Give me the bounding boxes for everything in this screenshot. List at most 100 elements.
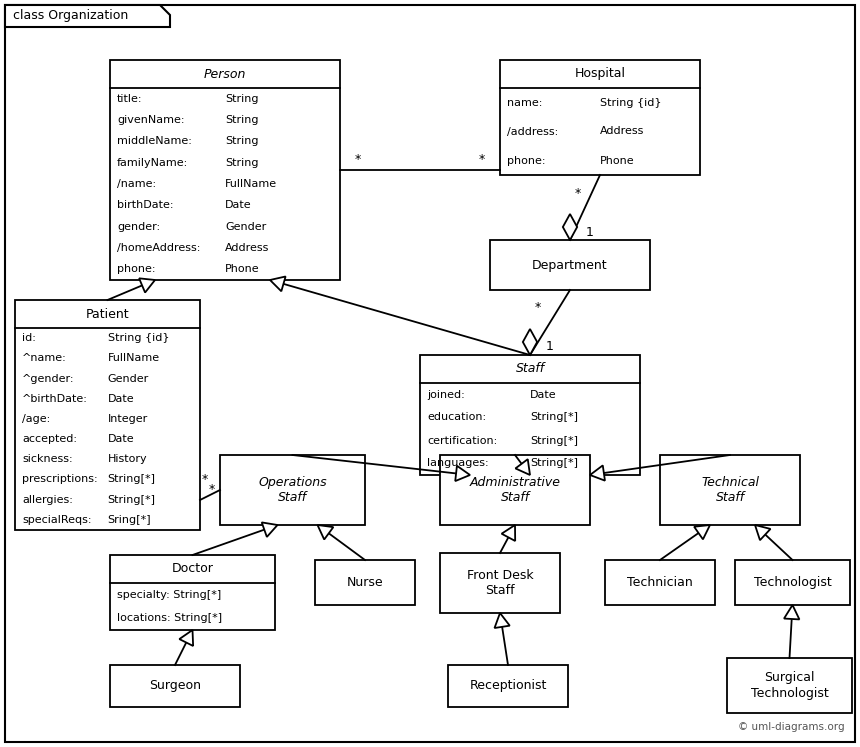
Text: gender:: gender:	[117, 222, 160, 232]
Text: Gender: Gender	[225, 222, 267, 232]
Polygon shape	[784, 605, 800, 619]
Text: String: String	[225, 115, 259, 125]
Text: Front Desk
Staff: Front Desk Staff	[467, 569, 533, 597]
Text: String[*]: String[*]	[530, 459, 578, 468]
Bar	[660, 455, 800, 525]
Polygon shape	[317, 525, 334, 539]
Polygon shape	[590, 465, 605, 480]
Text: Hospital: Hospital	[574, 67, 625, 81]
Text: id:: id:	[22, 333, 36, 343]
Text: *: *	[479, 153, 485, 167]
Text: languages:: languages:	[427, 459, 488, 468]
Text: /name:: /name:	[117, 179, 157, 189]
Bar	[220, 455, 365, 525]
Polygon shape	[755, 525, 771, 540]
Polygon shape	[270, 276, 286, 291]
Text: *: *	[535, 302, 541, 314]
Text: © uml-diagrams.org: © uml-diagrams.org	[739, 722, 845, 732]
Text: allergies:: allergies:	[22, 495, 73, 505]
Bar	[440, 553, 560, 613]
Bar	[490, 240, 650, 290]
Bar	[110, 555, 275, 630]
Text: Technician: Technician	[627, 576, 693, 589]
Text: locations: String[*]: locations: String[*]	[117, 613, 222, 623]
Text: Surgeon: Surgeon	[149, 680, 201, 692]
Text: *: *	[202, 474, 208, 486]
Text: Address: Address	[225, 243, 269, 253]
Text: String {id}: String {id}	[600, 98, 661, 108]
Polygon shape	[139, 279, 155, 293]
Text: String[*]: String[*]	[108, 495, 156, 505]
Text: Surgical
Technologist: Surgical Technologist	[751, 672, 828, 699]
Bar	[110, 665, 240, 707]
Text: /age:: /age:	[22, 414, 50, 424]
Text: String: String	[225, 137, 259, 146]
Text: Address: Address	[600, 126, 644, 137]
Text: 1: 1	[546, 341, 554, 353]
Text: /address:: /address:	[507, 126, 558, 137]
Text: certification:: certification:	[427, 436, 497, 445]
Text: Doctor: Doctor	[171, 562, 213, 575]
Text: Gender: Gender	[108, 374, 149, 383]
Text: FullName: FullName	[225, 179, 277, 189]
Text: Administrative
Staff: Administrative Staff	[470, 476, 561, 504]
Text: name:: name:	[507, 98, 543, 108]
Text: Nurse: Nurse	[347, 576, 384, 589]
Text: phone:: phone:	[117, 264, 156, 274]
Polygon shape	[515, 459, 530, 475]
Polygon shape	[5, 5, 170, 27]
Text: prescriptions:: prescriptions:	[22, 474, 98, 485]
Text: sickness:: sickness:	[22, 454, 72, 465]
Text: familyName:: familyName:	[117, 158, 188, 167]
Text: joined:: joined:	[427, 389, 464, 400]
Text: phone:: phone:	[507, 155, 545, 166]
Text: ^birthDate:: ^birthDate:	[22, 394, 88, 403]
Bar	[448, 665, 568, 707]
Text: education:: education:	[427, 412, 486, 423]
Text: Receptionist: Receptionist	[470, 680, 547, 692]
Text: Date: Date	[530, 389, 556, 400]
Text: Technologist: Technologist	[753, 576, 832, 589]
Text: String: String	[225, 93, 259, 104]
Bar	[605, 560, 715, 605]
Polygon shape	[261, 522, 278, 537]
Bar	[440, 455, 590, 525]
Text: FullName: FullName	[108, 353, 160, 363]
Text: Date: Date	[108, 394, 134, 403]
Text: Date: Date	[225, 200, 252, 211]
Text: Sring[*]: Sring[*]	[108, 515, 151, 525]
Text: givenName:: givenName:	[117, 115, 185, 125]
Polygon shape	[562, 214, 577, 240]
Text: *: *	[355, 153, 361, 167]
Text: Integer: Integer	[108, 414, 148, 424]
Text: middleName:: middleName:	[117, 137, 192, 146]
Text: 1: 1	[586, 226, 594, 238]
Text: History: History	[108, 454, 147, 465]
Text: *: *	[574, 187, 581, 199]
Text: Staff: Staff	[515, 362, 544, 376]
Text: class Organization: class Organization	[13, 10, 128, 22]
Text: *: *	[209, 483, 215, 497]
Text: String: String	[225, 158, 259, 167]
Text: Date: Date	[108, 434, 134, 444]
Text: Person: Person	[204, 67, 246, 81]
Bar	[727, 658, 852, 713]
Polygon shape	[523, 329, 538, 355]
Polygon shape	[455, 466, 470, 481]
Text: Operations
Staff: Operations Staff	[258, 476, 327, 504]
Text: title:: title:	[117, 93, 143, 104]
Bar	[500, 60, 700, 175]
Bar	[735, 560, 850, 605]
Text: /homeAddress:: /homeAddress:	[117, 243, 200, 253]
Text: String[*]: String[*]	[108, 474, 156, 485]
Text: accepted:: accepted:	[22, 434, 77, 444]
Text: String[*]: String[*]	[530, 436, 578, 445]
Polygon shape	[501, 525, 515, 541]
Text: specialty: String[*]: specialty: String[*]	[117, 589, 221, 600]
Text: ^name:: ^name:	[22, 353, 67, 363]
Text: specialReqs:: specialReqs:	[22, 515, 91, 525]
Text: Patient: Patient	[86, 308, 129, 320]
Text: Phone: Phone	[225, 264, 260, 274]
Text: birthDate:: birthDate:	[117, 200, 174, 211]
Bar	[110, 60, 340, 280]
